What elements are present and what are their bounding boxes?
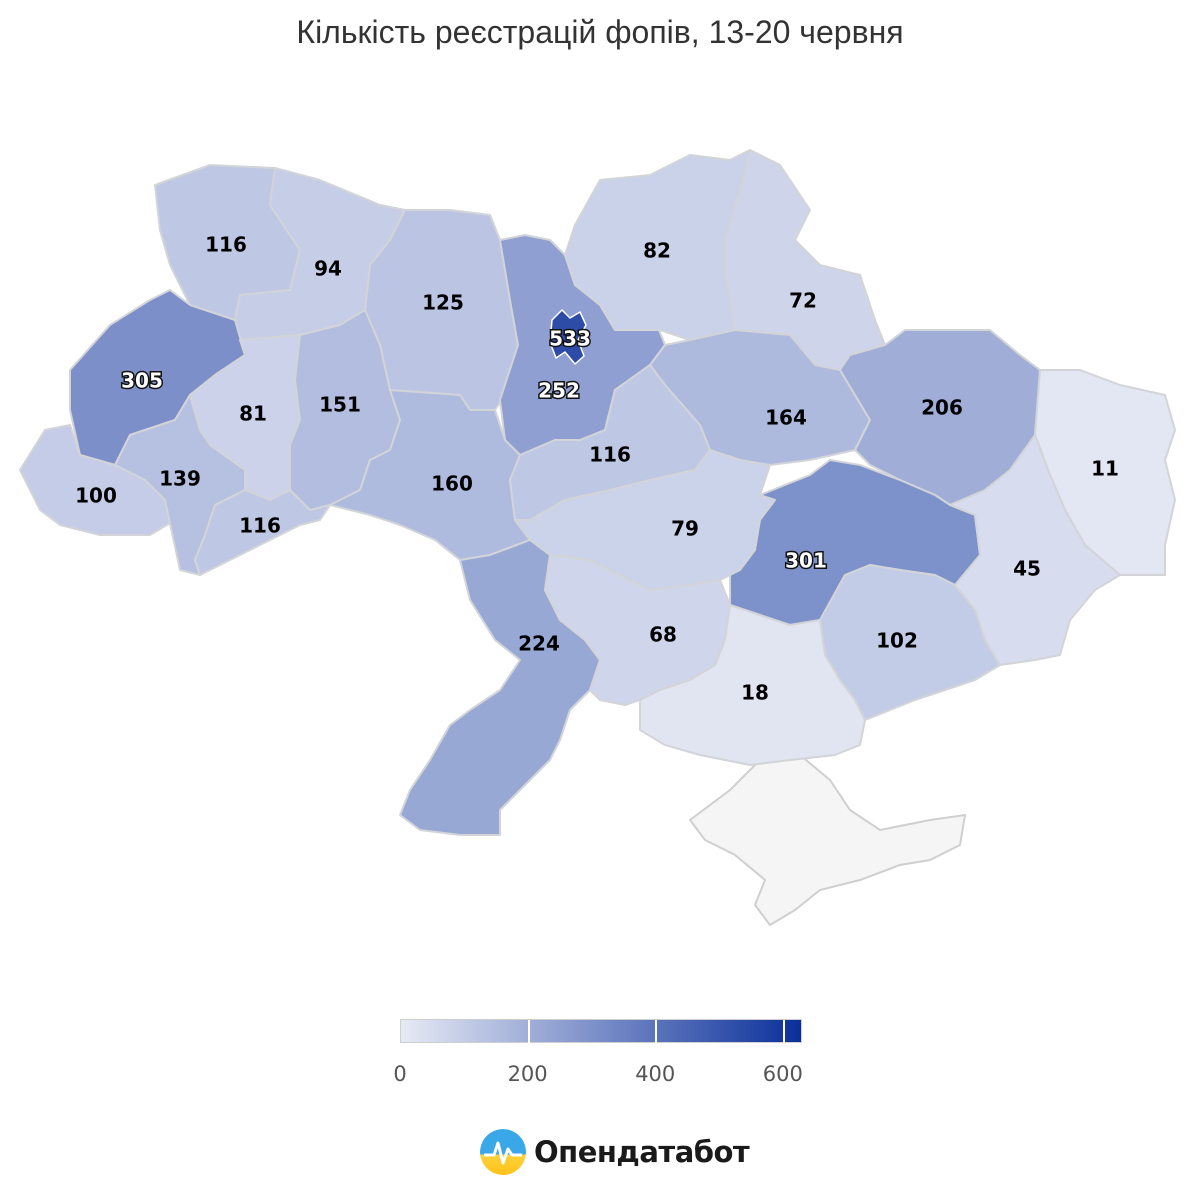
brand-footer: Опендатабот [480, 1128, 750, 1176]
legend-separator [655, 1020, 658, 1044]
legend-tick-label: 200 [507, 1062, 548, 1086]
value-label-ternopil: 81 [239, 402, 267, 426]
value-label-zhytomyr: 125 [422, 291, 464, 315]
value-label-lviv: 305 [121, 369, 163, 393]
region-kyiv-city[interactable] [549, 309, 587, 365]
legend-color-scale [400, 1019, 802, 1044]
value-label-chernihiv: 82 [643, 239, 671, 263]
region-chernivtsi[interactable] [194, 489, 331, 576]
brand-name: Опендатабот [534, 1135, 750, 1169]
region-kherson[interactable] [639, 604, 866, 766]
value-label-zakarpattia: 100 [75, 484, 117, 508]
value-label-luhansk: 11 [1091, 457, 1119, 481]
value-label-cherkasy: 116 [589, 443, 631, 467]
value-label-zaporizhzhia: 102 [876, 629, 918, 653]
value-label-volyn: 116 [205, 233, 247, 257]
value-label-kyiv-oblast: 252 [538, 379, 580, 403]
value-label-kherson: 18 [741, 681, 769, 705]
value-label-vinnytsia: 160 [431, 472, 473, 496]
region-crimea [688, 753, 967, 927]
value-label-chernivtsi: 116 [239, 514, 281, 538]
value-label-khmelnytskyi: 151 [319, 393, 361, 417]
value-label-odesa: 224 [518, 632, 560, 656]
legend-tick-label: 600 [762, 1062, 803, 1086]
value-label-rivne: 94 [314, 257, 342, 281]
value-label-dnipropetrovsk: 301 [785, 549, 827, 573]
ukraine-map: 116 94 125 252 533 82 72 305 81 151 164 206 11 100 139… [19, 149, 1176, 927]
map-title: Кількість реєстрацій фопів, 13-20 червня [296, 14, 904, 50]
legend-separator [782, 1020, 785, 1044]
region-value-labels: 116 94 125 252 533 82 72 305 81 151 164 206 11 100 139… [75, 233, 1119, 705]
value-label-ivano-frankivsk: 139 [159, 467, 201, 491]
opendatabot-logo-icon [480, 1129, 526, 1175]
value-label-mykolaiv: 68 [649, 623, 677, 647]
legend-tick-label: 400 [635, 1062, 676, 1086]
value-label-kyiv-city: 533 [549, 327, 591, 351]
value-label-donetsk: 45 [1013, 557, 1041, 581]
value-label-sumy: 72 [789, 289, 817, 313]
value-label-kharkiv: 206 [921, 396, 963, 420]
legend-separator [527, 1020, 530, 1044]
value-label-poltava: 164 [765, 406, 807, 430]
value-label-kirovohrad: 79 [671, 517, 699, 541]
legend-tick-label: 0 [393, 1062, 407, 1086]
